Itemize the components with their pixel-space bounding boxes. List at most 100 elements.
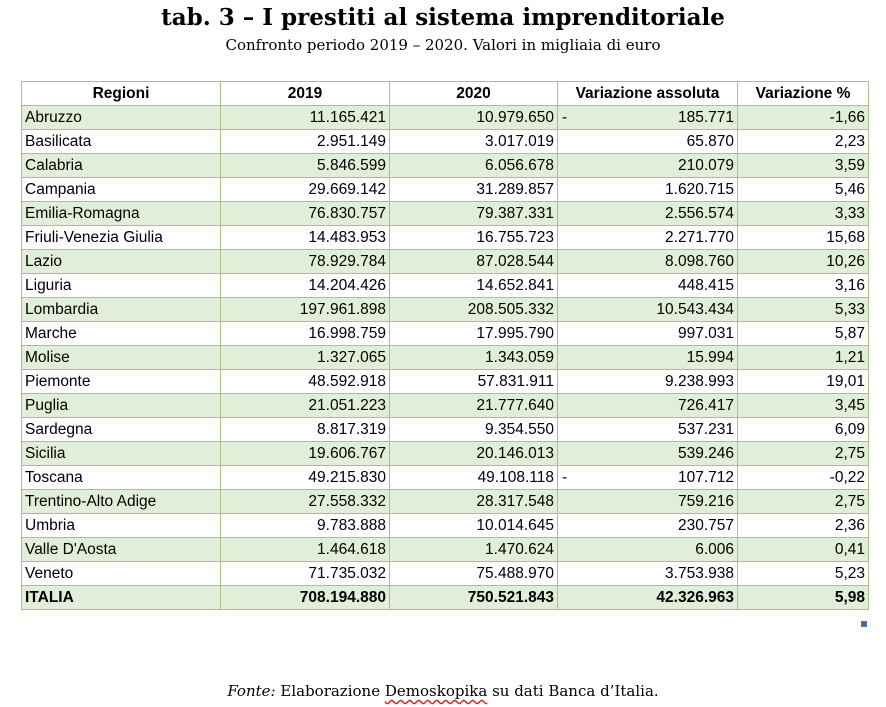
abs-value: 3.753.938 [665, 565, 734, 582]
cell-variazione-percentuale: 3,33 [737, 201, 869, 226]
abs-value: 210.079 [677, 157, 734, 174]
cell-variazione-percentuale: 19,01 [737, 369, 869, 394]
table-row: Sardegna 8.817.319 9.354.550 537.231 6,09 [21, 417, 869, 442]
table-row: Marche 16.998.759 17.995.790 997.031 5,87 [21, 321, 869, 346]
cell-2020: 208.505.332 [389, 297, 558, 322]
cell-region: Calabria [21, 153, 221, 178]
cell-2020: 75.488.970 [389, 561, 558, 586]
table-row: Campania 29.669.142 31.289.857 1.620.715 5,4… [21, 177, 869, 202]
cell-variazione-percentuale: 3,16 [737, 273, 869, 298]
cell-variazione-percentuale: 3,59 [737, 153, 869, 178]
cell-region: Lazio [21, 249, 221, 274]
table-row: Abruzzo 11.165.421 10.979.650- 185.771 -1,66 [21, 105, 869, 130]
abs-value: 726.417 [677, 397, 734, 414]
source-note: Fonte: Elaborazione Demoskopika su dati … [0, 681, 886, 701]
header-variazione-percentuale: Variazione % [737, 81, 869, 106]
cell-2020: 21.777.640 [389, 393, 558, 418]
cell-variazione-assoluta: 759.216 [557, 489, 738, 514]
cell-2020: 6.056.678 [389, 153, 558, 178]
cell-2020: 49.108.118 [389, 465, 558, 490]
cell-variazione-assoluta: 6.006 [557, 537, 738, 562]
table-row: Emilia-Romagna 76.830.757 79.387.331 2.556.… [21, 201, 869, 226]
table-total-row: ITALIA 708.194.880 750.521.843 42.326.963 5,… [21, 585, 869, 610]
cell-2020: 57.831.911 [389, 369, 558, 394]
abs-value: 997.031 [677, 325, 734, 342]
abs-value: 539.246 [677, 445, 734, 462]
cell-variazione-percentuale: 2,36 [737, 513, 869, 538]
cell-variazione-assoluta: 15.994 [557, 345, 738, 370]
cell-variazione-assoluta: 8.098.760 [557, 249, 738, 274]
total-2020: 750.521.843 [389, 585, 558, 610]
cell-region: Emilia-Romagna [21, 201, 221, 226]
source-org: Demoskopika [384, 682, 488, 700]
cell-2019: 8.817.319 [220, 417, 390, 442]
cell-region: Valle D'Aosta [21, 537, 221, 562]
cell-variazione-percentuale: -0,22 [737, 465, 869, 490]
abs-value: 107.712 [677, 469, 734, 486]
cell-region: Abruzzo [21, 105, 221, 130]
cell-variazione-assoluta: 539.246 [557, 441, 738, 466]
cell-region: Puglia [21, 393, 221, 418]
cell-region: Lombardia [21, 297, 221, 322]
header-variazione-assoluta: Variazione assoluta [557, 81, 738, 106]
cell-variazione-assoluta: 537.231 [557, 417, 738, 442]
cell-2019: 29.669.142 [220, 177, 390, 202]
cell-variazione-assoluta: 2.556.574 [557, 201, 738, 226]
abs-value: 15.994 [686, 349, 734, 366]
cell-2019: 14.204.426 [220, 273, 390, 298]
cell-2019: 9.783.888 [220, 513, 390, 538]
cell-region: Veneto [21, 561, 221, 586]
source-text-after: su dati Banca d’Italia. [492, 682, 659, 700]
table-row: Puglia 21.051.223 21.777.640 726.417 3,45 [21, 393, 869, 418]
abs-value: 65.870 [686, 133, 734, 150]
cell-2019: 76.830.757 [220, 201, 390, 226]
cell-variazione-assoluta: 65.870 [557, 129, 738, 154]
cell-variazione-percentuale: 2,75 [737, 489, 869, 514]
header-2019: 2019 [220, 81, 390, 106]
negative-sign: - [562, 469, 568, 486]
abs-value: 10.543.434 [656, 301, 734, 318]
cell-2020: 1.343.059 [389, 345, 558, 370]
table-row: Sicilia 19.606.767 20.146.013 539.246 2,75 [21, 441, 869, 466]
abs-value: 8.098.760 [665, 253, 734, 270]
abs-value: 537.231 [677, 421, 734, 438]
cell-2019: 21.051.223 [220, 393, 390, 418]
table-row: Basilicata 2.951.149 3.017.019 65.870 2,23 [21, 129, 869, 154]
table-row: Umbria 9.783.888 10.014.645 230.757 2,36 [21, 513, 869, 538]
table-row: Valle D'Aosta 1.464.618 1.470.624 6.006 0,41 [21, 537, 869, 562]
header-regioni: Regioni [21, 81, 221, 106]
cell-variazione-percentuale: 1,21 [737, 345, 869, 370]
table-row: Lazio 78.929.784 87.028.544 8.098.760 10,26 [21, 249, 869, 274]
cell-region: Umbria [21, 513, 221, 538]
cell-corner-handle [861, 621, 867, 627]
cell-variazione-assoluta: 10.543.434 [557, 297, 738, 322]
cell-region: Campania [21, 177, 221, 202]
abs-value: 2.271.770 [665, 229, 734, 246]
cell-2020: 16.755.723 [389, 225, 558, 250]
abs-value: 759.216 [677, 493, 734, 510]
cell-variazione-assoluta: 210.079 [557, 153, 738, 178]
cell-variazione-percentuale: 10,26 [737, 249, 869, 274]
cell-variazione-percentuale: 6,09 [737, 417, 869, 442]
cell-2019: 1.464.618 [220, 537, 390, 562]
cell-2019: 49.215.830 [220, 465, 390, 490]
cell-region: Toscana [21, 465, 221, 490]
cell-2020: 9.354.550 [389, 417, 558, 442]
table-row: Toscana 49.215.830 49.108.118- 107.712 -0,22 [21, 465, 869, 490]
source-text-before: Elaborazione [280, 682, 381, 700]
cell-variazione-percentuale: 5,46 [737, 177, 869, 202]
cell-2019: 78.929.784 [220, 249, 390, 274]
cell-2019: 5.846.599 [220, 153, 390, 178]
cell-variazione-assoluta: 997.031 [557, 321, 738, 346]
abs-value: 185.771 [677, 109, 734, 126]
cell-variazione-percentuale: 5,23 [737, 561, 869, 586]
abs-value: 6.006 [695, 541, 734, 558]
cell-2020: 14.652.841 [389, 273, 558, 298]
cell-2019: 2.951.149 [220, 129, 390, 154]
cell-variazione-assoluta: - 185.771 [557, 105, 738, 130]
table-row: Veneto 71.735.032 75.488.970 3.753.938 5,23 [21, 561, 869, 586]
cell-region: Sicilia [21, 441, 221, 466]
cell-region: Marche [21, 321, 221, 346]
header-2020: 2020 [389, 81, 558, 106]
table-row: Molise 1.327.065 1.343.059 15.994 1,21 [21, 345, 869, 370]
